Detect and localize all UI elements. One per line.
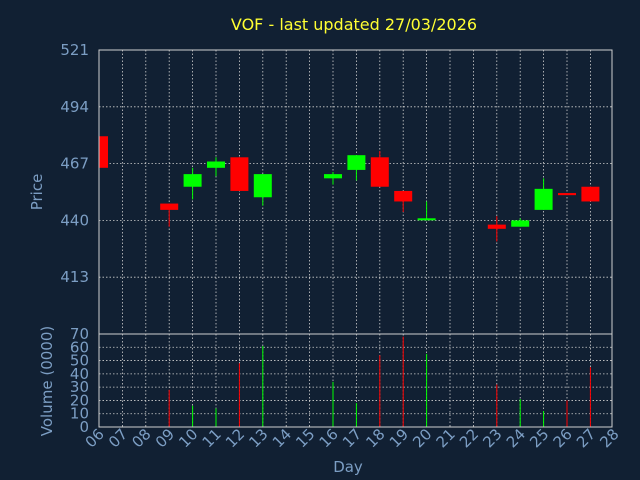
day-tick-label: 23: [479, 425, 505, 451]
candle-body: [558, 193, 576, 196]
price-tick-label: 440: [60, 211, 89, 229]
volume-grid: [99, 334, 612, 427]
price-y-ticks: 413 440 467 494 521: [60, 41, 89, 286]
day-tick-label: 13: [245, 425, 271, 451]
day-tick-label: 07: [105, 425, 131, 451]
candle-body: [534, 188, 553, 210]
volume-tick-label: 70: [70, 325, 89, 343]
volume-frame: [98, 333, 613, 428]
candle-body: [230, 157, 249, 191]
candle-body: [99, 136, 108, 168]
day-tick-label: 16: [316, 425, 342, 451]
candle-body: [581, 186, 600, 202]
day-tick-label: 08: [128, 425, 154, 451]
day-tick-label: 22: [456, 425, 482, 451]
day-tick-label: 24: [503, 425, 529, 451]
volume-tick-label: 30: [70, 378, 89, 396]
price-candles: [98, 136, 600, 242]
candle-body: [487, 224, 506, 229]
volume-tick-label: 40: [70, 365, 89, 383]
price-tick-label: 467: [60, 155, 89, 173]
day-tick-label: 17: [339, 425, 365, 451]
day-tick-label: 20: [409, 425, 435, 451]
volume-tick-label: 0: [79, 418, 89, 436]
day-x-ticks: 0607080910111213141516171819202122232425…: [82, 425, 623, 451]
volume-tick-label: 20: [70, 391, 89, 409]
candle-body: [511, 220, 530, 227]
day-tick-label: 10: [175, 425, 201, 451]
candle-body: [207, 161, 225, 168]
price-tick-label: 413: [60, 268, 89, 286]
day-tick-label: 26: [550, 425, 576, 451]
volume-tick-label: 50: [70, 352, 89, 370]
candle-body: [347, 155, 366, 170]
day-tick-label: 11: [199, 425, 225, 451]
volume-tick-label: 10: [70, 405, 89, 423]
day-tick-label: 27: [573, 425, 599, 451]
day-tick-label: 18: [362, 425, 388, 451]
day-tick-label: 09: [152, 425, 178, 451]
price-panel: 413 440 467 494 521 Price: [28, 41, 613, 335]
day-tick-label: 12: [222, 425, 248, 451]
price-axis-label: Price: [28, 174, 46, 211]
candle-body: [394, 190, 413, 202]
candle-body: [253, 174, 272, 198]
volume-bars: [168, 336, 591, 427]
candle-body: [183, 174, 202, 187]
day-tick-label: 28: [596, 425, 622, 451]
day-tick-label: 25: [526, 425, 552, 451]
day-tick-label: 15: [292, 425, 318, 451]
day-tick-label: 19: [386, 425, 412, 451]
candle-body: [417, 218, 436, 221]
chart-title: VOF - last updated 27/03/2026: [231, 15, 477, 34]
volume-tick-label: 60: [70, 338, 89, 356]
day-tick-label: 21: [433, 425, 459, 451]
candle-body: [160, 203, 179, 210]
day-axis-label: Day: [333, 458, 363, 476]
candle-body: [324, 174, 342, 179]
price-tick-label: 521: [60, 41, 89, 59]
volume-axis-label: Volume (0000): [38, 326, 56, 436]
price-tick-label: 494: [60, 98, 89, 116]
candle-body: [370, 157, 389, 187]
day-tick-label: 14: [269, 425, 295, 451]
